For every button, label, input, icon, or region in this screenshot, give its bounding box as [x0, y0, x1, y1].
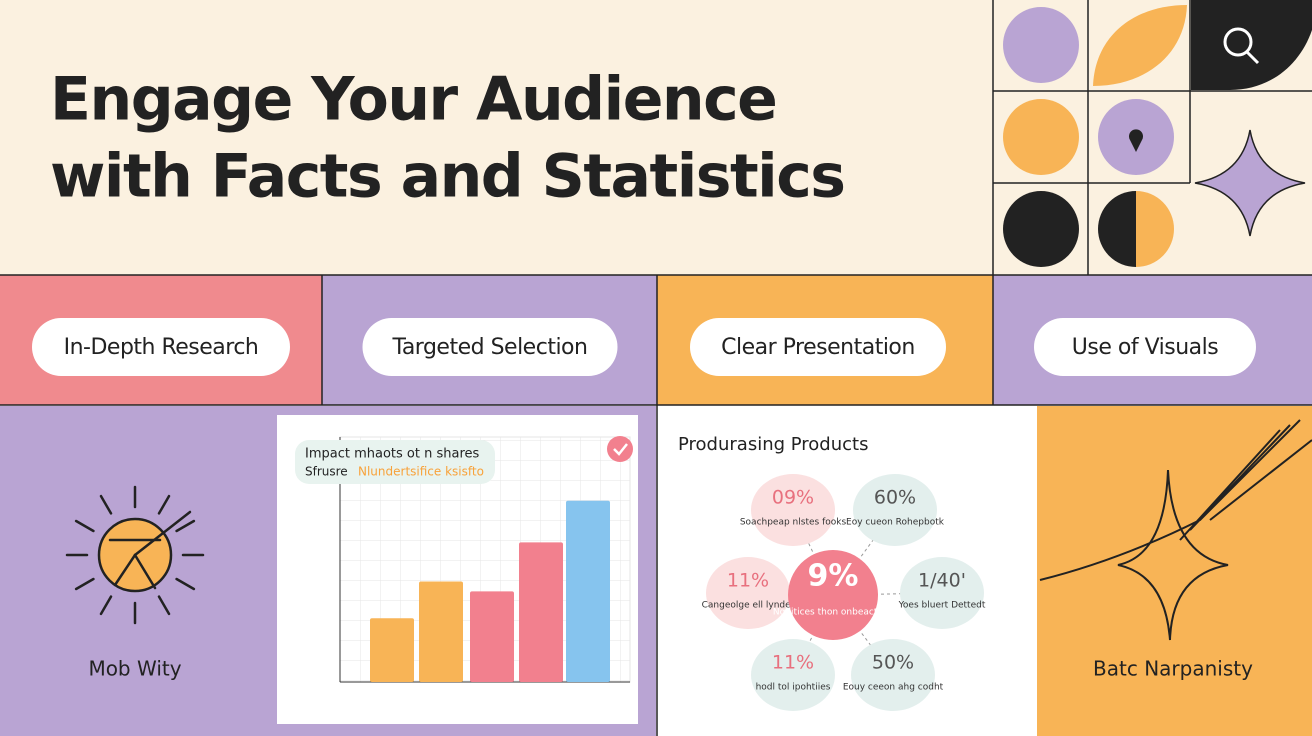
connector [832, 594, 894, 676]
panel-label: Batc Narpanisty [1093, 657, 1253, 681]
pill-label: Clear Presentation [721, 335, 915, 360]
bubble-label: Eoy cueon Rohepbotk [846, 518, 945, 528]
circle [1003, 7, 1079, 83]
star-icon [1039, 419, 1312, 641]
half-circle [1136, 191, 1174, 267]
pill-label: Use of Visuals [1072, 335, 1218, 360]
ray [99, 494, 113, 515]
check-badge [607, 436, 633, 462]
bar [419, 581, 463, 682]
circle [1003, 99, 1079, 175]
ray [74, 519, 95, 533]
chart-subtitle: Sfrusre [305, 465, 348, 479]
pill [32, 318, 290, 376]
bubble-label: Eouy ceeon ahg codht [843, 683, 944, 693]
pill [690, 318, 946, 376]
panel-title: Produrasing Products [678, 434, 868, 455]
bar [470, 591, 514, 682]
bubble [751, 639, 835, 711]
search-icon [1223, 27, 1253, 57]
ray [175, 577, 196, 591]
header-band [0, 0, 1312, 275]
search-icon [1245, 50, 1260, 65]
pill [362, 318, 618, 376]
panel [1037, 406, 1312, 736]
bubble-value: 50% [872, 652, 914, 674]
bubble [851, 639, 935, 711]
pin [1129, 129, 1143, 152]
bubble-value: 11% [772, 652, 814, 674]
bubble-label: hodl tol ipohtiies [756, 683, 831, 693]
pill [1034, 318, 1256, 376]
bubble [706, 557, 790, 629]
chart-subtitle: Nlundertsifice ksisfto [358, 465, 484, 479]
bubble-value: 60% [874, 487, 916, 509]
bubble-value: 11% [727, 570, 769, 592]
panel-label: Mob Wity [88, 657, 181, 681]
leaf [1093, 5, 1187, 86]
pill-label: Targeted Selection [392, 335, 588, 360]
bubble-label: Yoes bluert Dettedt [898, 601, 986, 611]
bubble [751, 474, 835, 546]
chart-title: Impact mhaots ot n shares [305, 447, 480, 462]
bar [519, 542, 563, 682]
circle [1003, 191, 1079, 267]
ray [175, 519, 196, 533]
sun-icon [97, 510, 192, 593]
ray [157, 595, 171, 616]
center-value: 9% [808, 559, 859, 594]
ray [157, 494, 171, 515]
bubble-label: Soachpeap nlstes fooks [740, 518, 847, 528]
sparkle [1194, 129, 1306, 237]
bar [566, 500, 610, 682]
title-line: Engage Your Audience [50, 65, 776, 135]
ray [74, 577, 95, 591]
center-bubble [788, 550, 878, 640]
check-badge [613, 443, 628, 456]
shape-grid [992, 0, 1312, 275]
bubble [900, 557, 984, 629]
bubble-value: 1/40' [918, 570, 966, 592]
ray [99, 595, 113, 616]
bubble [853, 474, 937, 546]
pill-label: In-Depth Research [64, 335, 259, 360]
bar [370, 618, 414, 682]
half-circle [1098, 191, 1136, 267]
dividers [0, 274, 1312, 736]
center-label: Ngditices thon onbeacteas [773, 608, 894, 618]
chart-title-box [295, 440, 495, 484]
title-line: with Facts and Statistics [50, 142, 845, 212]
bubble-value: 09% [772, 487, 814, 509]
bubble-label: Cangeolge ell lynder [702, 601, 795, 611]
sun-rays [65, 485, 205, 625]
